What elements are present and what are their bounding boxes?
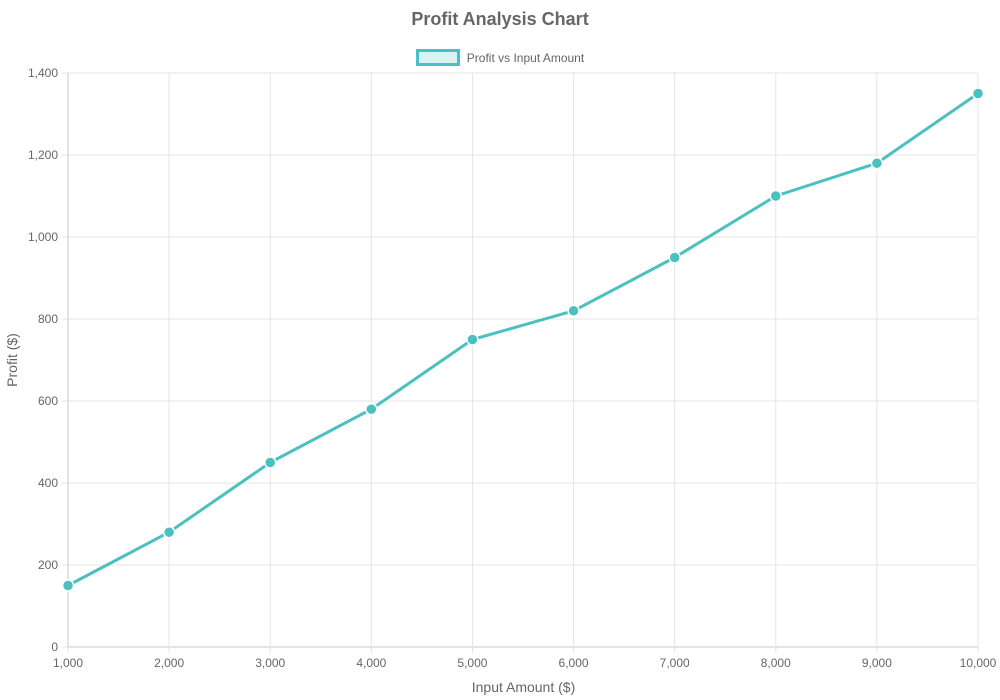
x-axis-title: Input Amount ($) [472, 679, 576, 695]
x-tick-label: 10,000 [960, 656, 997, 670]
y-tick-label: 800 [38, 312, 58, 326]
x-tick-label: 8,000 [761, 656, 791, 670]
data-point [263, 456, 277, 469]
y-tick-label: 200 [38, 558, 58, 572]
x-tick-label: 6,000 [559, 656, 589, 670]
y-tick-label: 1,400 [28, 66, 58, 80]
x-tick-label: 9,000 [862, 656, 892, 670]
data-point [870, 156, 884, 170]
x-tick-label: 5,000 [457, 656, 487, 670]
y-tick-label: 400 [38, 476, 58, 490]
data-point [466, 333, 479, 346]
legend-label: Profit vs Input Amount [466, 50, 585, 65]
y-tick-label: 0 [51, 640, 58, 654]
x-tick-label: 4,000 [356, 656, 386, 670]
legend: Profit vs Input Amount [0, 49, 1000, 66]
series-line [66, 92, 980, 587]
x-tick-label: 2,000 [154, 656, 184, 670]
chart-title: Profit Analysis Chart [411, 9, 589, 29]
x-tick-label: 7,000 [660, 656, 690, 670]
y-tick-label: 600 [38, 394, 58, 408]
data-point [567, 304, 580, 318]
data-point [61, 579, 75, 592]
grid-layer [67, 72, 979, 648]
legend-swatch [415, 49, 460, 66]
x-tick-label: 1,000 [53, 656, 83, 670]
data-point [162, 525, 176, 539]
y-tick-label: 1,200 [28, 148, 58, 162]
data-point [668, 251, 681, 264]
y-axis-title: Profit ($) [4, 333, 20, 387]
data-point [971, 87, 985, 100]
series-layer [61, 87, 985, 592]
axis-layer: 0 200 400 600 800 1,000 1,200 1,400 1,000 2,000 3,… [28, 66, 997, 670]
x-tick-label: 3,000 [255, 656, 285, 670]
data-point [769, 189, 783, 203]
data-point [365, 402, 378, 416]
legend-item-profit[interactable]: Profit vs Input Amount [415, 49, 585, 66]
y-tick-label: 1,000 [28, 230, 58, 244]
